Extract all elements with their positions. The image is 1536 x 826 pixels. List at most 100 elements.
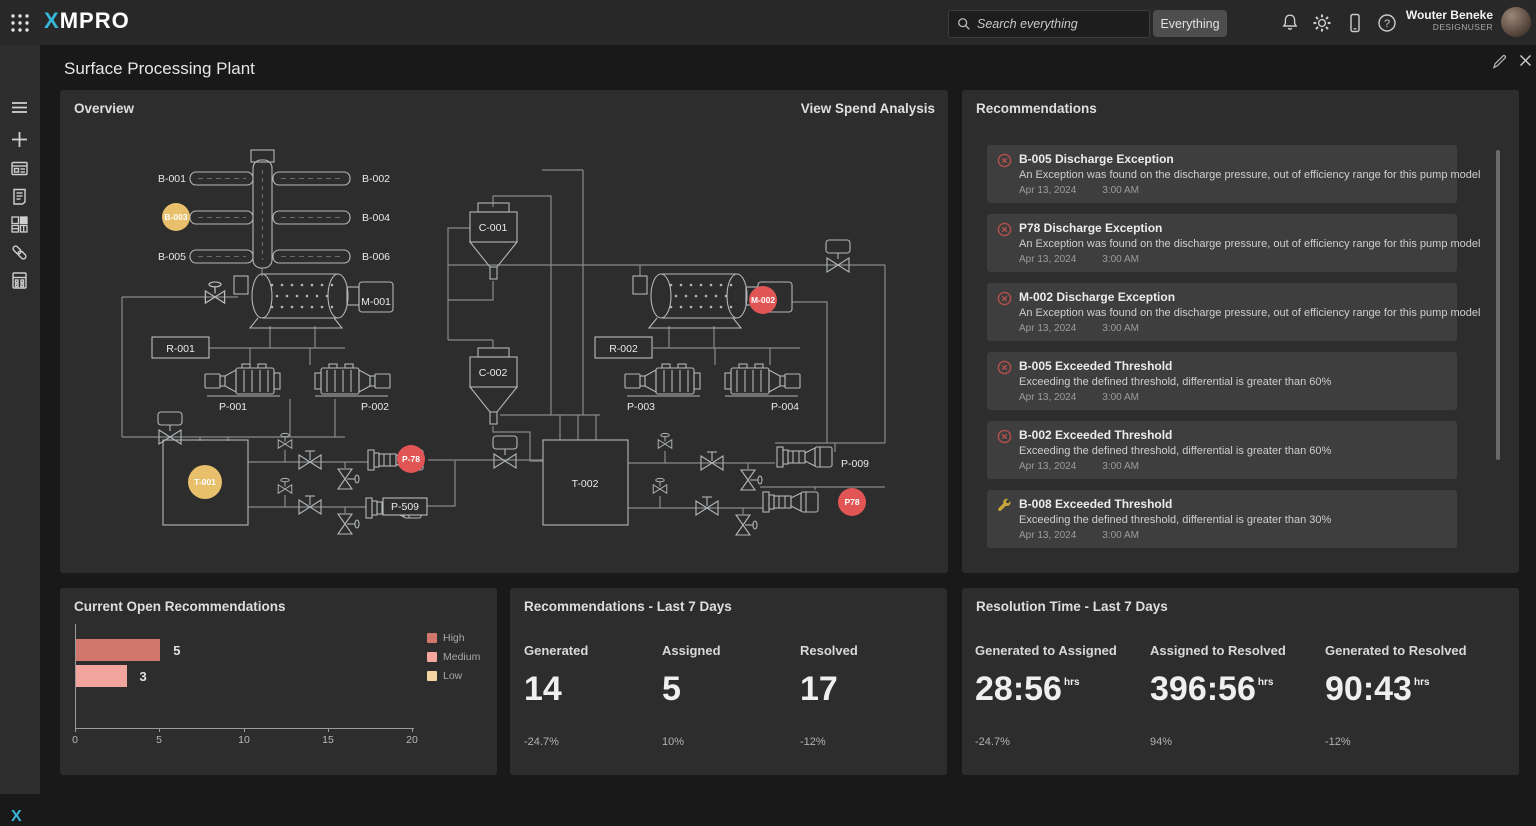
settings-gear-icon[interactable] xyxy=(1312,13,1332,33)
recommendation-desc: Exceeding the defined threshold, differe… xyxy=(1019,376,1332,388)
label-b003: B-003 xyxy=(164,212,187,222)
label-r001: R-001 xyxy=(166,343,195,355)
recommendation-desc: An Exception was found on the discharge … xyxy=(1019,307,1481,319)
app-launcher-icon[interactable] xyxy=(10,13,30,33)
recommendation-meta: Apr 13, 2024 3:00 AM xyxy=(1019,254,1139,265)
link-icon[interactable] xyxy=(10,243,29,262)
recommendation-title: P78 Discharge Exception xyxy=(1019,221,1163,235)
pages-icon[interactable] xyxy=(10,159,29,178)
legend-swatch-medium xyxy=(427,652,437,662)
label-box-r001 xyxy=(151,336,210,359)
mobile-device-icon[interactable] xyxy=(1345,13,1365,33)
overview-title: Overview xyxy=(74,101,135,116)
cyclone-1 xyxy=(469,202,518,280)
avatar[interactable] xyxy=(1501,7,1531,37)
status-marker-b003[interactable] xyxy=(162,203,190,231)
bar-high[interactable] xyxy=(76,639,161,661)
label-c001: C-001 xyxy=(479,222,508,234)
user-name: Wouter Beneke xyxy=(1405,8,1493,22)
pump-p004 xyxy=(724,363,801,397)
label-t001: T-001 xyxy=(194,477,216,487)
bar-medium[interactable] xyxy=(76,665,127,687)
close-icon[interactable] xyxy=(1518,53,1533,68)
scrollbar[interactable] xyxy=(1496,150,1500,460)
blocks-icon[interactable] xyxy=(10,215,29,234)
pump-p003 xyxy=(624,363,701,397)
recommendation-card[interactable]: B-002 Exceeded Threshold Exceeding the d… xyxy=(987,421,1457,479)
error-icon xyxy=(997,360,1012,375)
recommendations-panel: Recommendations B-005 Discharge Exceptio… xyxy=(962,90,1519,573)
piping xyxy=(121,169,886,514)
recommendation-card[interactable]: B-005 Discharge Exception An Exception w… xyxy=(987,145,1480,203)
label-m002: M-002 xyxy=(751,295,775,305)
valve xyxy=(700,451,724,471)
xmpro-footer-logo[interactable]: X xyxy=(11,808,22,825)
edit-pencil-icon[interactable] xyxy=(1492,53,1508,69)
label-p002: P-002 xyxy=(361,401,389,413)
valve xyxy=(337,468,360,490)
x-tick: 20 xyxy=(406,734,418,746)
search-box[interactable] xyxy=(948,10,1150,38)
recommendation-card[interactable]: B-005 Exceeded Threshold Exceeding the d… xyxy=(987,352,1457,410)
label-m001: M-001 xyxy=(361,296,391,308)
recommendation-card[interactable]: M-002 Discharge Exception An Exception w… xyxy=(987,283,1480,341)
add-icon[interactable] xyxy=(10,130,29,149)
view-spend-analysis-link[interactable]: View Spend Analysis xyxy=(800,101,935,116)
status-marker-p78b[interactable] xyxy=(838,488,866,516)
pump-p002 xyxy=(314,363,391,397)
top-bar: XMPRO Everything ? Wouter Beneke DESIGNU… xyxy=(0,0,1536,45)
menu-icon[interactable] xyxy=(10,98,29,117)
status-marker-t001[interactable] xyxy=(188,465,222,499)
bar-value: 3 xyxy=(139,668,147,684)
error-icon xyxy=(997,291,1012,306)
recommendation-desc: An Exception was found on the discharge … xyxy=(1019,238,1481,250)
search-scope-button[interactable]: Everything xyxy=(1153,10,1227,37)
notifications-bell-icon[interactable] xyxy=(1280,13,1300,33)
label-p001: P-001 xyxy=(219,401,247,413)
search-input[interactable] xyxy=(971,17,1149,31)
label-b005: B-005 xyxy=(158,251,186,263)
last7-panel: Recommendations - Last 7 Days Generated … xyxy=(510,588,947,775)
valve xyxy=(337,513,360,535)
legend-swatch-low xyxy=(427,671,437,681)
resolution-panel: Resolution Time - Last 7 Days Generated … xyxy=(962,588,1519,775)
search-icon xyxy=(958,18,970,30)
tank-t002 xyxy=(542,439,629,526)
left-sidebar: X xyxy=(0,45,40,825)
status-marker-m002[interactable] xyxy=(749,286,777,314)
label-p78: P-78 xyxy=(402,454,420,464)
svg-text:?: ? xyxy=(1384,18,1390,30)
label-p004: P-004 xyxy=(771,401,799,413)
y-axis xyxy=(75,624,76,728)
recommendation-card[interactable]: P78 Discharge Exception An Exception was… xyxy=(987,214,1480,272)
actuated-valve xyxy=(825,239,851,273)
recommendation-desc: Exceeding the defined threshold, differe… xyxy=(1019,514,1332,526)
feeders xyxy=(189,149,351,269)
recommendation-meta: Apr 13, 2024 3:00 AM xyxy=(1019,530,1139,541)
overview-panel: Overview View Spend Analysis xyxy=(60,90,948,573)
user-menu[interactable]: Wouter Beneke DESIGNUSER xyxy=(1385,8,1493,33)
recommendation-title: B-002 Exceeded Threshold xyxy=(1019,428,1173,442)
form-icon[interactable] xyxy=(10,187,29,206)
calculator-icon[interactable] xyxy=(10,271,29,290)
open-recommendations-panel: Current Open Recommendations 5 3 0 5 10 … xyxy=(60,588,497,775)
recommendation-card[interactable]: B-008 Exceeded Threshold Exceeding the d… xyxy=(987,490,1457,548)
valve xyxy=(695,496,719,516)
wrench-icon xyxy=(997,498,1012,513)
pump-p78b xyxy=(762,491,819,513)
chart-legend: High Medium Low xyxy=(427,632,480,689)
x-tick: 0 xyxy=(72,734,78,746)
recommendation-desc: An Exception was found on the discharge … xyxy=(1019,169,1481,181)
help-icon[interactable]: ? xyxy=(1377,13,1397,33)
error-icon xyxy=(997,222,1012,237)
page-title: Surface Processing Plant xyxy=(64,59,255,78)
valve xyxy=(298,450,322,470)
x-tick: 10 xyxy=(238,734,250,746)
tank-t001 xyxy=(162,439,249,526)
recommendation-meta: Apr 13, 2024 3:00 AM xyxy=(1019,323,1139,334)
status-marker-p78[interactable] xyxy=(397,445,425,473)
recommendation-meta: Apr 13, 2024 3:00 AM xyxy=(1019,392,1139,403)
label-p009: P-009 xyxy=(841,458,869,470)
error-icon xyxy=(997,429,1012,444)
recommendation-title: B-008 Exceeded Threshold xyxy=(1019,497,1173,511)
